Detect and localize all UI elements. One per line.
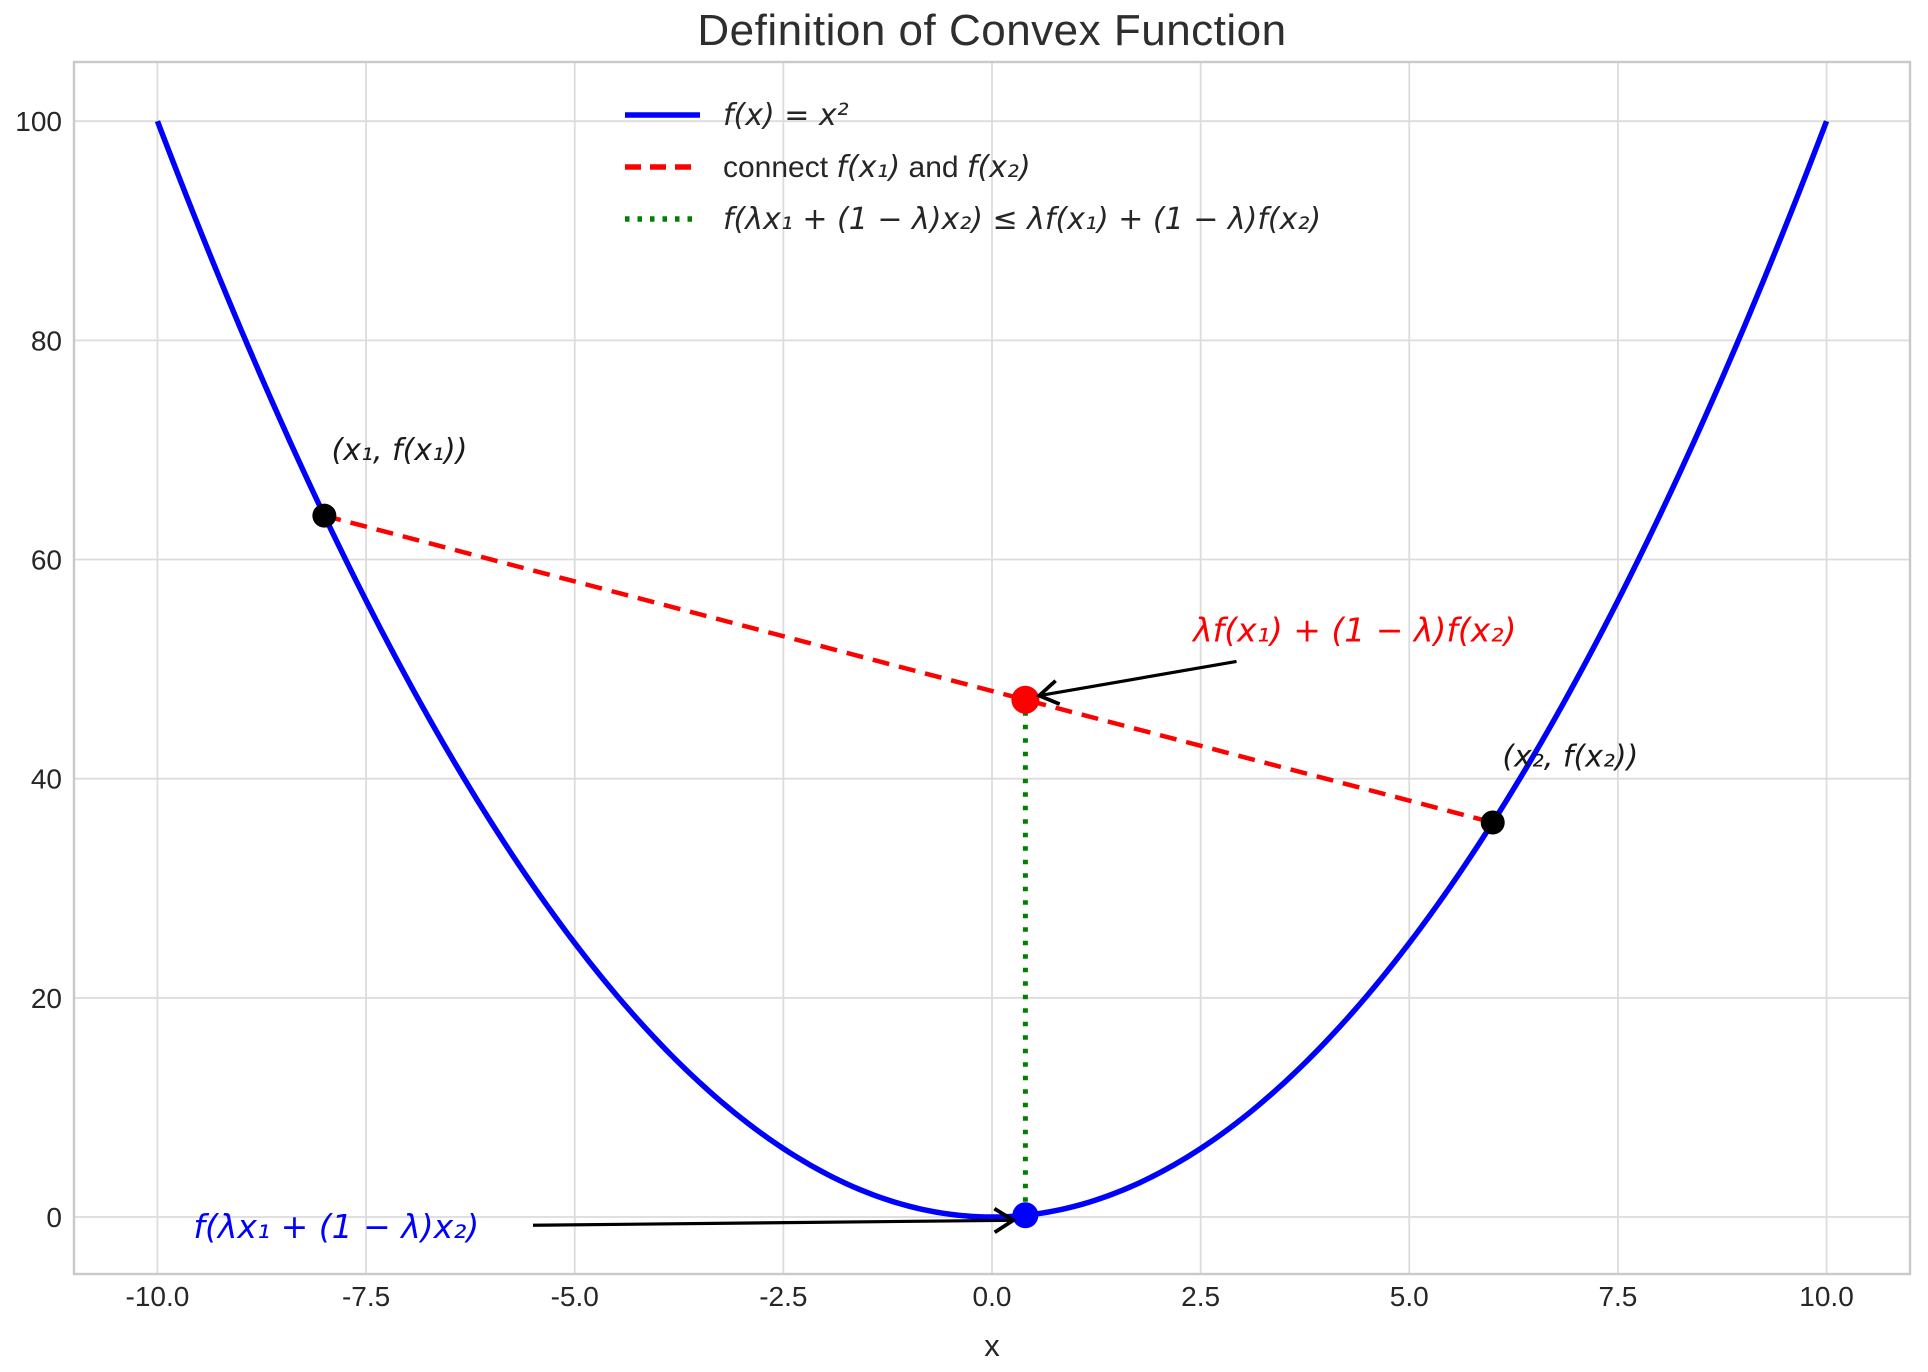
chord-value-label-arrow <box>1035 659 1237 706</box>
x-tick-label--5.0: -5.0 <box>551 1281 599 1312</box>
x-tick-label--7.5: -7.5 <box>342 1281 390 1312</box>
chart-title: Definition of Convex Function <box>697 6 1287 55</box>
legend-chord-segment: f(x₂) <box>967 150 1031 185</box>
x-tick-label-10.0: 10.0 <box>1799 1281 1854 1312</box>
legend-curve-label: f(x) = x² <box>723 98 849 133</box>
y-tick-label-100: 100 <box>15 106 62 137</box>
curve-value-label: f(λx₁ + (1 − λ)x₂) <box>193 1207 479 1246</box>
legend-chord-segment: f(x₁) <box>836 150 900 185</box>
x-tick-label-0.0: 0.0 <box>973 1281 1012 1312</box>
y-tick-label-20: 20 <box>31 983 62 1014</box>
axes-frame <box>72 60 1912 1276</box>
chord-value-label: λf(x₁) + (1 − λ)f(x₂) <box>1191 611 1516 650</box>
x-tick-label--2.5: -2.5 <box>759 1281 807 1312</box>
series-parabola <box>154 120 1830 1220</box>
legend-chord-label: connect f(x₁) and f(x₂) <box>723 150 1031 185</box>
y-tick-label-0: 0 <box>46 1202 62 1233</box>
series-chord <box>323 513 1494 825</box>
legend-inequality-label: f(λx₁ + (1 − λ)x₂) ≤ λf(x₁) + (1 − λ)f(x… <box>723 202 1321 237</box>
point1-label: (x₁, f(x₁)) <box>331 433 467 468</box>
point-curve-value <box>1012 1202 1039 1229</box>
legend-inequality-segment: f(λx₁ + (1 − λ)x₂) ≤ λf(x₁) + (1 − λ)f(x… <box>723 202 1321 237</box>
point2-label: (x₂, f(x₂)) <box>1502 740 1638 775</box>
legend-chord-segment: and <box>900 151 967 184</box>
x-axis-label: x <box>984 1328 1000 1363</box>
x-tick-label-5.0: 5.0 <box>1390 1281 1429 1312</box>
point-chord-combination <box>1011 685 1040 714</box>
legend-chord-segment: connect <box>723 151 836 184</box>
y-tick-label-40: 40 <box>31 764 62 795</box>
point-x2 <box>1480 810 1505 835</box>
x-tick-label--10.0: -10.0 <box>126 1281 190 1312</box>
legend-curve-segment: f(x) = x² <box>723 98 849 133</box>
x-tick-label-7.5: 7.5 <box>1598 1281 1637 1312</box>
point-x1 <box>312 503 337 528</box>
x-tick-label-2.5: 2.5 <box>1181 1281 1220 1312</box>
y-tick-label-80: 80 <box>31 325 62 356</box>
curve-value-label-arrow <box>532 1207 1017 1234</box>
y-tick-label-60: 60 <box>31 545 62 576</box>
